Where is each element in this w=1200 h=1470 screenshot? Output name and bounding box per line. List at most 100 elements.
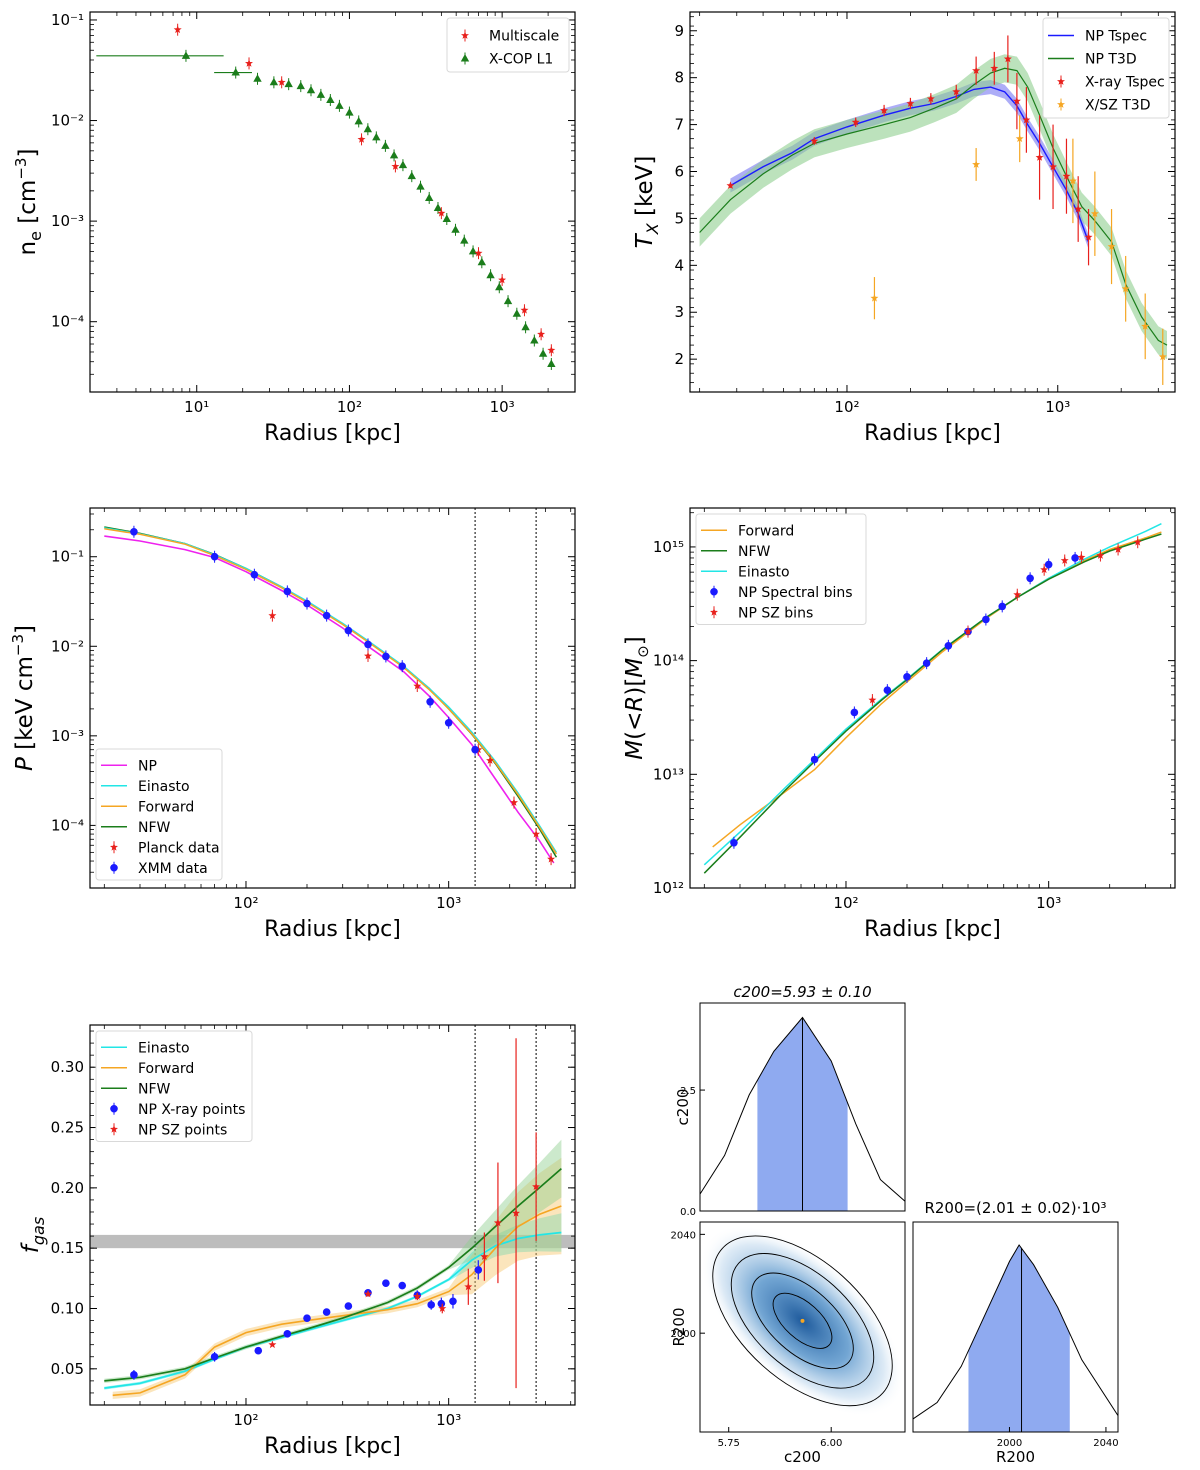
data-point bbox=[382, 1279, 390, 1287]
legend: NP Einasto Forward NFW Planck data XMM data bbox=[95, 748, 223, 881]
data-point bbox=[398, 662, 407, 670]
y-axis-label-part: e bbox=[26, 231, 45, 241]
data-point bbox=[906, 99, 915, 107]
data-point bbox=[391, 162, 400, 170]
data-point bbox=[1013, 590, 1022, 599]
x-axis-label: Radius [kpc] bbox=[264, 1434, 401, 1459]
y-axis-label-part: f bbox=[18, 1242, 44, 1253]
y-axis-label: ne [cm−3] bbox=[12, 149, 45, 256]
data-point bbox=[1096, 551, 1105, 559]
data-point bbox=[530, 336, 539, 344]
legend-frame bbox=[1042, 17, 1170, 119]
data-point bbox=[521, 322, 530, 331]
data-point bbox=[250, 570, 259, 579]
x-tick-label: 5.75 bbox=[718, 1438, 740, 1449]
chart-fgas: 10² 10³ 0.05 0.10 0.15 0.20 0.25 0.30 Radius [kp… bbox=[18, 1024, 576, 1459]
legend: Multiscale X-COP L1 bbox=[446, 17, 570, 73]
data-point bbox=[547, 346, 556, 354]
chart-ne: 10¹ 10² 10³ 10⁻⁴ 10⁻³ 10⁻² 10⁻¹ Radius [kpc] ne … bbox=[12, 11, 576, 446]
axes-box bbox=[912, 1221, 1119, 1433]
series-nfw-line bbox=[104, 1167, 562, 1382]
contour-level bbox=[772, 1292, 833, 1349]
data-point bbox=[425, 193, 434, 201]
legend-key-marker bbox=[710, 587, 718, 596]
data-point bbox=[364, 640, 372, 649]
x-tick-label: 10² bbox=[834, 398, 859, 416]
data-point bbox=[493, 1218, 502, 1227]
data-point bbox=[389, 150, 399, 159]
y-tick-label: 10⁻³ bbox=[51, 212, 84, 230]
y-axis-label-part: ] bbox=[15, 149, 41, 158]
ticks: 10² 10³ 10⁻⁴ 10⁻³ 10⁻² 10⁻¹ bbox=[51, 508, 575, 912]
data-point bbox=[477, 257, 487, 266]
data-point bbox=[398, 160, 408, 169]
data-point bbox=[880, 106, 889, 114]
data-point bbox=[547, 359, 556, 367]
y-tick-label: 0.30 bbox=[51, 1058, 84, 1076]
data-point bbox=[510, 798, 518, 806]
legend-label: Einasto bbox=[738, 564, 790, 580]
data-point bbox=[486, 270, 495, 279]
data-point bbox=[416, 182, 425, 190]
data-point bbox=[326, 95, 335, 104]
x-tick-label: 2040 bbox=[1093, 1438, 1118, 1449]
y-tick-label: 2000 bbox=[671, 1329, 696, 1340]
data-point bbox=[982, 615, 990, 624]
y-tick-label: 0.20 bbox=[51, 1179, 84, 1197]
y-tick-label: 10⁻¹ bbox=[51, 11, 84, 29]
data-point bbox=[449, 1297, 457, 1306]
series-multiscale bbox=[173, 23, 556, 357]
data-point bbox=[1035, 153, 1044, 161]
legend-label: X/SZ T3D bbox=[1085, 98, 1150, 114]
data-point bbox=[254, 1346, 263, 1355]
title-r200: R200=(2.01 ± 0.02)·10³ bbox=[924, 1199, 1106, 1217]
y-tick-label: 7 bbox=[674, 116, 684, 134]
series-x-sz-t3d bbox=[870, 115, 1167, 385]
data-point bbox=[926, 94, 935, 103]
ticks: 10² 10³ 0.05 0.10 0.15 0.20 0.25 0.30 bbox=[51, 1025, 575, 1429]
data-point bbox=[372, 132, 381, 141]
series-np-sz-bins bbox=[868, 536, 1142, 707]
legend-label: Einasto bbox=[138, 779, 190, 795]
y-tick-label: 10⁻³ bbox=[51, 727, 84, 745]
y-axis-label-part: T bbox=[632, 232, 658, 248]
y-axis-label: M(<R)[M⊙] bbox=[622, 636, 652, 759]
data-point bbox=[972, 160, 981, 168]
axes-frame bbox=[89, 507, 576, 889]
x-tick-label: 10³ bbox=[1045, 398, 1070, 416]
data-point bbox=[810, 755, 819, 764]
legend: Forward NFW Einasto NP Spectral bins NP SZ b… bbox=[695, 513, 867, 625]
contour-panel: 5.75 6.00 2000 2040 R200 c200 bbox=[670, 1221, 906, 1466]
x-tick-label: 2000 bbox=[997, 1438, 1022, 1449]
legend-label: XMM data bbox=[138, 861, 208, 877]
data-point bbox=[173, 25, 182, 34]
y-tick-label: 2040 bbox=[671, 1230, 696, 1241]
legend: NP Tspec NP T3D X-ray Tspec X/SZ T3D bbox=[1042, 17, 1170, 119]
data-point bbox=[1141, 322, 1150, 330]
data-point bbox=[357, 135, 366, 143]
y-axis-label: R200 bbox=[670, 1307, 688, 1346]
legend-label: Forward bbox=[138, 1061, 194, 1077]
data-point bbox=[964, 627, 972, 635]
legend-label: X-COP L1 bbox=[489, 52, 553, 68]
data-point bbox=[944, 642, 953, 650]
plot-area bbox=[90, 1025, 575, 1405]
data-point bbox=[1060, 556, 1069, 564]
legend-label: NP SZ bins bbox=[738, 605, 813, 621]
y-axis-label: P [keV cm−3] bbox=[9, 625, 38, 771]
data-point bbox=[277, 78, 286, 86]
data-point bbox=[231, 68, 240, 76]
data-point bbox=[382, 652, 390, 661]
data-point bbox=[413, 681, 422, 690]
data-point bbox=[363, 124, 373, 133]
data-point bbox=[474, 249, 483, 257]
legend-label: NP SZ points bbox=[138, 1122, 227, 1138]
y-tick-label: 10⁻¹ bbox=[51, 548, 84, 566]
data-point bbox=[322, 1308, 331, 1316]
data-point bbox=[520, 306, 529, 314]
posterior-curve bbox=[699, 1016, 906, 1202]
legend-label: Multiscale bbox=[489, 29, 559, 45]
data-point bbox=[486, 756, 494, 764]
data-point bbox=[730, 838, 738, 847]
x-tick-label: 10² bbox=[337, 398, 362, 416]
